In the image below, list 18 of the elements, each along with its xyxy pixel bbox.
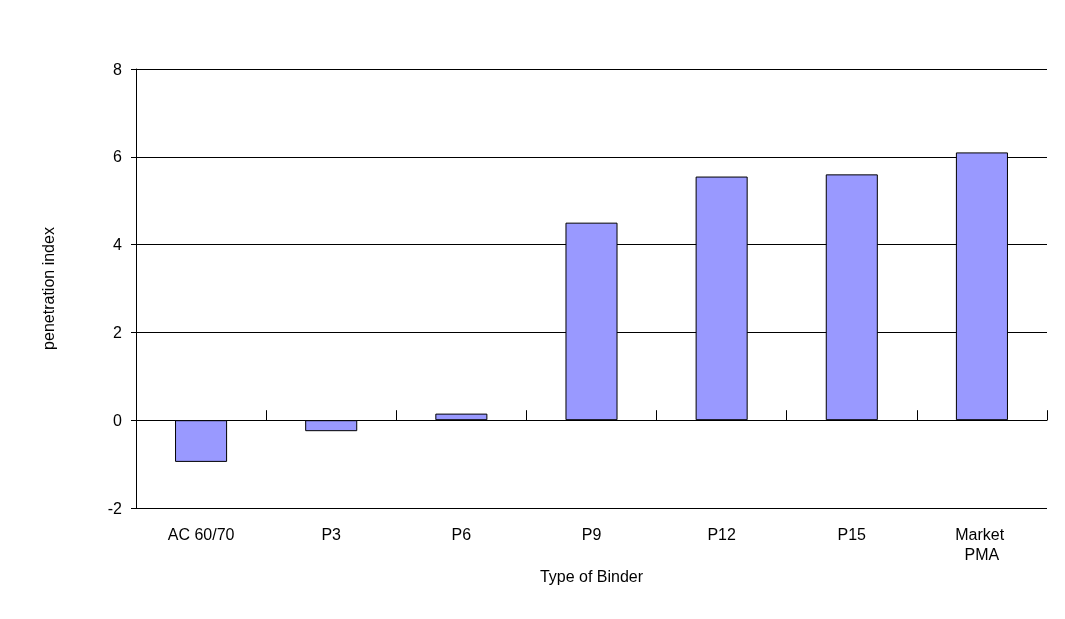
x-tick-label: Market PMA bbox=[955, 525, 1009, 563]
y-tick-label: 4 bbox=[113, 236, 123, 254]
x-tick-label: P6 bbox=[451, 525, 472, 543]
y-tick-label: 6 bbox=[113, 148, 123, 166]
y-tick-label: 2 bbox=[113, 323, 123, 341]
y-axis-title: penetration index bbox=[39, 227, 57, 350]
x-axis-title: Type of Binder bbox=[539, 568, 644, 586]
y-tick-label: 0 bbox=[113, 411, 123, 429]
y-tick-label: 8 bbox=[113, 60, 123, 78]
y-tick-label: -2 bbox=[107, 499, 123, 517]
x-tick-label: P12 bbox=[707, 525, 736, 543]
bar bbox=[435, 413, 488, 421]
bar bbox=[175, 420, 228, 462]
x-tick-label: P15 bbox=[837, 525, 867, 543]
bar bbox=[305, 420, 358, 432]
x-tick-label: AC 60/70 bbox=[167, 525, 235, 543]
x-tick-label: P9 bbox=[581, 525, 602, 543]
x-tick-label: P3 bbox=[321, 525, 342, 543]
